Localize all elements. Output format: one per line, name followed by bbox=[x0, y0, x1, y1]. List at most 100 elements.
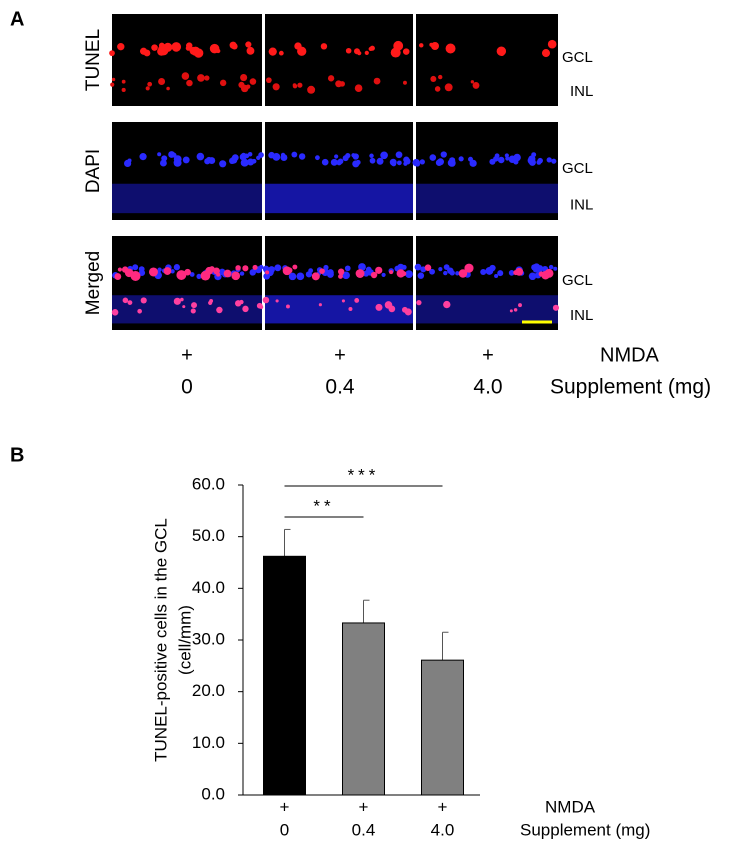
cell-dot bbox=[244, 153, 250, 159]
cell-dot bbox=[173, 297, 181, 305]
cell-dot bbox=[551, 158, 557, 164]
cell-dot bbox=[362, 270, 370, 277]
cell-dot bbox=[229, 41, 237, 49]
cell-dot bbox=[323, 264, 329, 271]
cell-dot bbox=[505, 156, 510, 161]
layer-label: INL bbox=[570, 307, 593, 324]
cell-dot bbox=[117, 267, 122, 272]
cell-dot bbox=[434, 86, 441, 92]
nmda-sign: + bbox=[482, 344, 494, 366]
cell-dot bbox=[458, 156, 464, 162]
cell-dot bbox=[138, 266, 145, 273]
cell-dot bbox=[291, 151, 298, 158]
cell-dot bbox=[499, 50, 505, 56]
cell-dot bbox=[342, 271, 350, 280]
cell-dot bbox=[419, 43, 424, 48]
cell-dot bbox=[249, 78, 257, 85]
y-axis-label: (cell/mm) bbox=[175, 605, 194, 675]
cell-dot bbox=[352, 153, 359, 160]
cell-dot bbox=[353, 48, 360, 55]
cell-dot bbox=[278, 50, 284, 56]
cell-dot bbox=[396, 160, 402, 166]
cell-dot bbox=[186, 79, 193, 87]
nuclear-layer bbox=[265, 295, 413, 324]
cell-dot bbox=[157, 152, 162, 157]
cell-dot bbox=[435, 159, 443, 167]
cell-dot bbox=[158, 45, 166, 54]
layer-label: GCL bbox=[562, 49, 593, 66]
cell-dot bbox=[373, 77, 381, 85]
micrograph bbox=[112, 14, 262, 106]
nmda-label: NMDA bbox=[545, 797, 596, 816]
significance-label: ** bbox=[313, 496, 334, 515]
cell-dot bbox=[341, 299, 345, 303]
x-tick-label: 4.0 bbox=[431, 820, 455, 839]
cell-dot bbox=[202, 271, 208, 277]
dose-title: Supplement (mg) bbox=[550, 376, 711, 399]
cell-dot bbox=[342, 155, 349, 162]
cell-dot bbox=[147, 81, 153, 87]
cell-dot bbox=[219, 160, 227, 168]
cell-dot bbox=[245, 41, 252, 48]
cell-dot bbox=[504, 153, 509, 158]
cell-dot bbox=[527, 156, 535, 165]
x-tick-label: 0.4 bbox=[352, 820, 376, 839]
cell-dot bbox=[282, 266, 292, 276]
cell-dot bbox=[455, 271, 460, 276]
cell-dot bbox=[268, 151, 275, 159]
cell-dot bbox=[143, 49, 151, 57]
cell-dot bbox=[401, 264, 407, 270]
nmda-sign: + bbox=[280, 797, 290, 816]
cell-dot bbox=[219, 79, 227, 87]
cell-dot bbox=[364, 50, 369, 56]
cell-dot bbox=[404, 158, 411, 165]
cell-dot bbox=[308, 268, 314, 274]
cell-dot bbox=[157, 267, 162, 272]
y-tick-label: 40.0 bbox=[192, 578, 225, 597]
nuclear-layer bbox=[112, 295, 262, 324]
cell-dot bbox=[151, 44, 158, 51]
cell-dot bbox=[369, 153, 374, 159]
cell-dot bbox=[288, 272, 297, 281]
cell-dot bbox=[280, 152, 286, 158]
cell-dot bbox=[531, 264, 538, 271]
row-label: TUNEL bbox=[83, 29, 104, 91]
cell-dot bbox=[182, 156, 190, 164]
nmda-sign: + bbox=[359, 797, 369, 816]
cell-dot bbox=[438, 74, 443, 80]
cell-dot bbox=[352, 160, 360, 168]
cell-dot bbox=[537, 265, 544, 271]
cell-dot bbox=[213, 267, 220, 275]
cell-dot bbox=[375, 266, 383, 274]
cell-dot bbox=[197, 74, 205, 82]
cell-dot bbox=[553, 266, 558, 271]
cell-dot bbox=[223, 269, 232, 278]
cell-dot bbox=[180, 297, 184, 302]
cell-dot bbox=[449, 157, 456, 164]
cell-dot bbox=[209, 43, 220, 54]
y-tick-label: 30.0 bbox=[192, 629, 225, 648]
cell-dot bbox=[489, 264, 496, 272]
cell-dot bbox=[444, 83, 453, 92]
cell-dot bbox=[251, 158, 257, 164]
cell-dot bbox=[170, 269, 175, 274]
cell-dot bbox=[345, 47, 352, 54]
cell-dot bbox=[402, 48, 410, 55]
layer-label: INL bbox=[570, 83, 593, 100]
bar bbox=[263, 555, 306, 796]
cell-dot bbox=[275, 299, 279, 303]
bar bbox=[342, 622, 385, 796]
cell-dot bbox=[445, 43, 456, 54]
cell-dot bbox=[130, 271, 141, 282]
cell-dot bbox=[274, 264, 282, 272]
cell-dot bbox=[190, 46, 201, 56]
cell-dot bbox=[376, 157, 384, 165]
cell-dot bbox=[419, 159, 425, 165]
cell-dot bbox=[417, 272, 425, 279]
cell-dot bbox=[429, 154, 437, 161]
cell-dot bbox=[239, 299, 244, 305]
cell-dot bbox=[348, 306, 353, 311]
layer-label: GCL bbox=[562, 272, 593, 289]
cell-dot bbox=[196, 273, 202, 279]
nmda-label: NMDA bbox=[600, 344, 660, 366]
